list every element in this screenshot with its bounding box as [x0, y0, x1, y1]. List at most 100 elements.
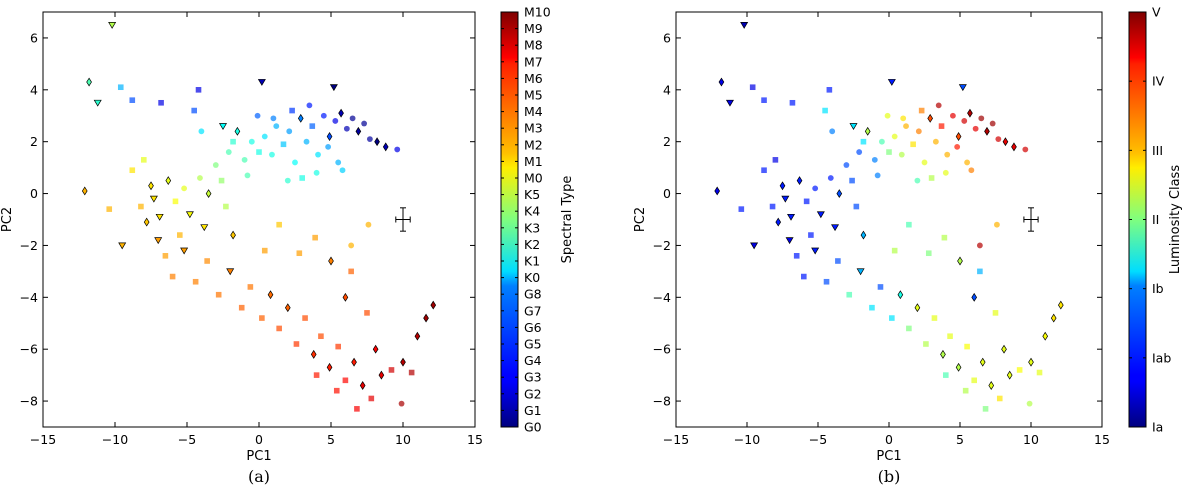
data-point-square	[877, 284, 884, 290]
data-point-diamond	[143, 217, 150, 227]
data-point-square	[364, 310, 370, 316]
data-point-diamond	[1042, 331, 1049, 341]
data-point-square	[769, 203, 776, 210]
data-point-square	[138, 203, 144, 210]
data-point-square	[772, 157, 779, 163]
data-point-diamond	[779, 181, 786, 191]
data-point-diamond	[382, 142, 389, 152]
x-tick-label: 0	[885, 432, 893, 447]
colorbar-tick-label: M9	[524, 21, 543, 36]
data-point-diamond	[914, 303, 921, 313]
colorbar-tick-label: M8	[524, 38, 543, 53]
data-point-square	[162, 253, 169, 259]
data-point-square	[388, 367, 395, 373]
x-tick-label: −10	[102, 432, 128, 447]
data-point-triangle-down	[811, 247, 820, 255]
data-point-diamond	[1028, 357, 1034, 367]
data-point-square	[276, 221, 282, 228]
data-point-diamond	[984, 126, 990, 136]
data-point-circle	[313, 169, 320, 176]
y-tick-label: 4	[30, 82, 38, 97]
data-point-circle	[284, 177, 291, 184]
data-point-circle	[269, 151, 275, 158]
data-point-triangle-down	[831, 224, 840, 232]
data-point-square	[925, 250, 932, 257]
data-point-square	[293, 341, 300, 347]
data-point-diamond	[714, 186, 720, 196]
data-point-diamond	[796, 176, 803, 186]
data-point-square	[886, 149, 892, 155]
data-point-circle	[942, 169, 949, 176]
data-point-square	[333, 387, 340, 394]
panel-caption: (b)	[878, 467, 901, 486]
data-point-square	[218, 177, 225, 184]
data-point-circle	[212, 162, 219, 168]
data-point-square	[342, 377, 349, 384]
data-point-circle	[898, 151, 905, 158]
colorbar-tick-label: Ia	[1152, 420, 1163, 435]
data-point-triangle-down	[329, 84, 338, 92]
data-point-circle	[248, 138, 255, 145]
data-point-square	[1036, 369, 1043, 376]
data-point-circle	[394, 146, 401, 153]
error-bar	[395, 207, 411, 232]
data-point-diamond	[355, 126, 362, 136]
data-point-diamond	[423, 313, 429, 323]
data-point-diamond	[351, 357, 357, 367]
data-point-square	[889, 315, 895, 321]
y-tick-label: −4	[20, 290, 38, 305]
data-point-circle	[976, 242, 983, 249]
colorbar-tick-label: K5	[524, 187, 540, 202]
panel-a: −15 −10 −5 0 5 10 15 −8 −6 −4 −2 0 2 4 6 PC1 PC2 G0 G1 G2G3…	[0, 5, 575, 487]
x-tick-label: −10	[734, 432, 760, 447]
scatter-points	[714, 22, 1064, 412]
data-point-diamond	[1011, 142, 1017, 152]
data-point-square	[259, 315, 265, 321]
colorbar-tick-label: II	[1152, 212, 1159, 227]
data-point-square	[808, 232, 814, 238]
colorbar-tick-label: III	[1152, 143, 1163, 158]
colorbar-tick-label: IV	[1152, 74, 1165, 89]
data-point-circle	[197, 175, 203, 181]
colorbar-label: Spectral Type	[560, 176, 575, 264]
data-point-square	[931, 315, 938, 321]
data-point-diamond	[86, 77, 92, 87]
data-point-triangle-down	[185, 211, 194, 219]
data-point-diamond	[860, 230, 867, 240]
data-point-circle	[366, 136, 373, 142]
data-point-diamond	[775, 217, 782, 227]
data-point-square	[309, 123, 316, 129]
data-point-square	[169, 273, 176, 280]
data-point-diamond	[971, 292, 978, 302]
data-point-diamond	[430, 300, 437, 310]
data-point-circle	[254, 112, 261, 119]
data-point-circle	[961, 118, 968, 124]
data-point-square	[801, 273, 807, 280]
data-point-square	[223, 203, 229, 210]
data-point-circle	[361, 120, 368, 127]
x-tick-label: −15	[30, 432, 56, 447]
data-point-circle	[349, 115, 356, 122]
colorbar-tick-label: M1	[524, 154, 543, 169]
data-point-square	[853, 203, 860, 210]
data-point-diamond	[897, 290, 904, 300]
data-point-circle	[315, 151, 321, 158]
data-point-circle	[261, 133, 268, 140]
x-tick-label: −5	[809, 432, 827, 447]
data-point-circle	[944, 151, 951, 158]
x-axis-label: PC1	[246, 449, 271, 464]
data-point-square	[849, 177, 855, 184]
data-point-square	[354, 406, 360, 412]
data-point-square	[918, 107, 925, 114]
y-tick-label: 2	[30, 134, 38, 149]
data-point-triangle-down	[849, 123, 858, 131]
data-point-square	[177, 232, 183, 238]
data-point-diamond	[234, 126, 241, 136]
data-point-square	[261, 247, 268, 254]
data-point-square	[982, 406, 989, 412]
data-point-square	[289, 107, 295, 114]
y-tick-label: −6	[20, 342, 38, 357]
data-point-diamond	[359, 381, 366, 390]
data-point-diamond	[148, 181, 154, 191]
y-tick-label: 6	[663, 30, 671, 45]
